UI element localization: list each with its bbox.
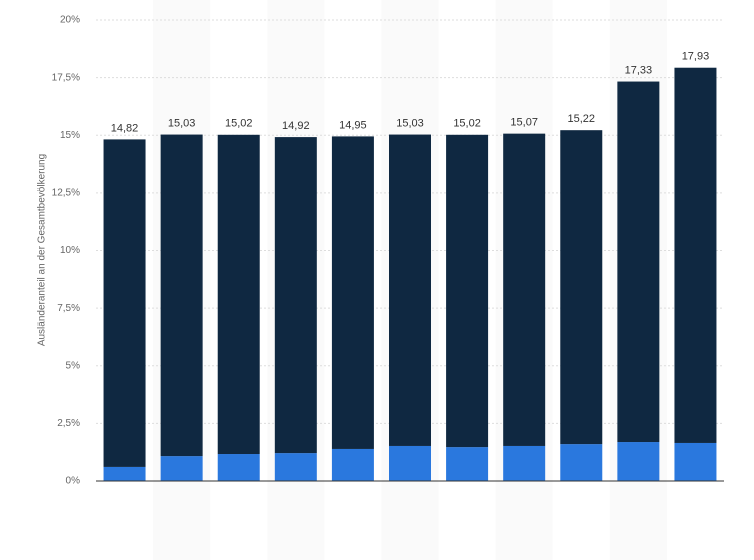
bar-segment xyxy=(560,444,603,481)
bar-segment xyxy=(274,137,317,454)
y-axis-label: Ausländeranteil an der Gesamtbevölkerung xyxy=(37,154,48,346)
value-label: 15,22 xyxy=(568,113,596,125)
y-tick-label: 15% xyxy=(60,130,80,141)
bar-segment xyxy=(446,447,489,481)
bar-segment xyxy=(617,81,660,443)
bar-segment xyxy=(389,134,431,446)
bar-segment xyxy=(503,445,546,481)
bar-segment xyxy=(560,130,603,445)
bar-segment xyxy=(389,445,431,481)
bar-segment xyxy=(674,67,717,443)
bar-segment xyxy=(160,134,203,457)
bar-segment xyxy=(217,454,260,481)
value-label: 15,02 xyxy=(225,118,253,130)
bar-segment xyxy=(331,448,374,481)
value-label: 14,82 xyxy=(111,122,139,134)
bar-segment xyxy=(446,134,489,448)
value-label: 17,33 xyxy=(625,64,653,76)
bar-segment xyxy=(617,442,660,481)
y-tick-label: 7,5% xyxy=(57,303,80,314)
bar-segment xyxy=(103,139,146,467)
y-tick-label: 5% xyxy=(66,360,81,371)
value-label: 15,03 xyxy=(396,117,424,129)
y-tick-label: 2,5% xyxy=(57,418,80,429)
value-label: 17,93 xyxy=(682,51,710,63)
value-label: 14,95 xyxy=(339,119,367,131)
bar-segment xyxy=(674,442,717,481)
value-label: 15,03 xyxy=(168,117,196,129)
y-tick-label: 0% xyxy=(66,476,81,487)
bar-segment xyxy=(503,133,546,446)
bar-segment xyxy=(103,466,146,481)
y-tick-label: 20% xyxy=(60,15,80,26)
bar-segment xyxy=(217,134,260,455)
value-label: 15,07 xyxy=(510,117,538,129)
bar-segment xyxy=(331,136,374,449)
value-label: 14,92 xyxy=(282,120,310,132)
y-tick-label: 12,5% xyxy=(52,188,80,199)
bar-segment xyxy=(274,453,317,481)
y-tick-label: 17,5% xyxy=(52,72,80,83)
value-label: 15,02 xyxy=(453,118,481,130)
bar-segment xyxy=(160,456,203,481)
y-tick-label: 10% xyxy=(60,245,80,256)
